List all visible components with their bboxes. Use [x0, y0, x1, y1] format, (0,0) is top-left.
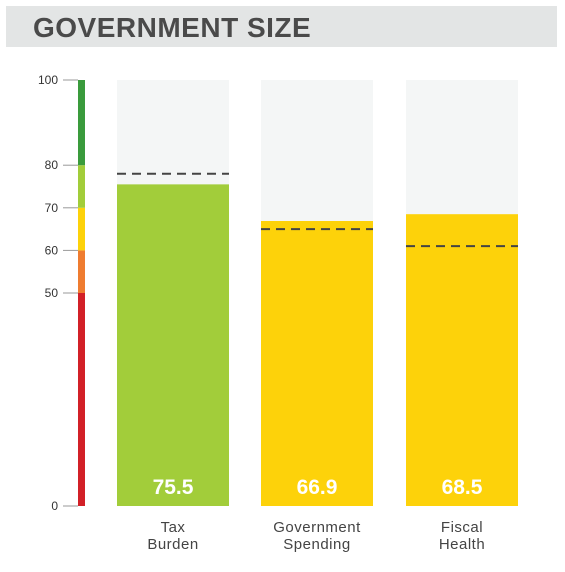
scale-band-2 [78, 207, 85, 251]
bar-1 [261, 221, 373, 507]
y-tick-label-2: 60 [45, 243, 59, 257]
value-label-0: 75.5 [153, 476, 194, 499]
category-label-1-0: Government [273, 519, 361, 536]
scale-band-3 [78, 165, 85, 208]
y-tick-label-3: 70 [45, 201, 59, 215]
category-label-0-0: Tax [161, 519, 186, 536]
bar-0 [117, 184, 229, 506]
y-tick-label-0: 0 [51, 499, 58, 513]
scale-band-0 [78, 293, 85, 506]
chart-title: GOVERNMENT SIZE [33, 12, 312, 43]
value-label-1: 66.9 [297, 476, 338, 499]
title-bar: GOVERNMENT SIZE [6, 6, 557, 47]
value-label-2: 68.5 [442, 476, 483, 499]
scale-band-1 [78, 250, 85, 293]
scale-band-4 [78, 80, 85, 166]
y-tick-label-4: 80 [45, 158, 59, 172]
category-label-2-1: Health [439, 536, 485, 553]
bar-2 [406, 214, 518, 506]
category-label-1-1: Spending [283, 536, 350, 553]
y-tick-label-1: 50 [45, 286, 59, 300]
category-label-0-1: Burden [147, 536, 198, 553]
category-label-2-0: Fiscal [441, 519, 483, 536]
y-tick-label-5: 100 [38, 73, 58, 87]
